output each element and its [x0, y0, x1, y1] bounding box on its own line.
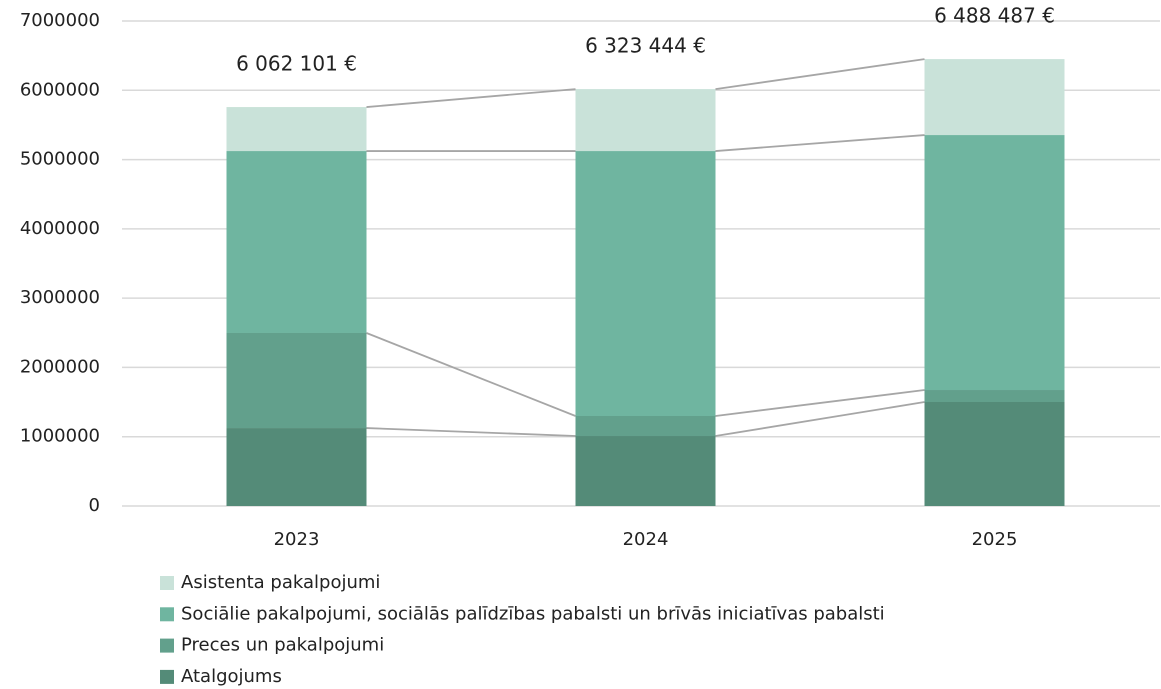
connector: [366, 332, 576, 417]
bar-segment: [575, 415, 716, 437]
bar-segment: [226, 428, 367, 506]
y-tick-label: 3000000: [20, 287, 100, 308]
bar-segment: [575, 89, 716, 152]
legend-label: Sociālie pakalpojumi, sociālās palīdzība…: [181, 603, 885, 624]
y-tick-label: 2000000: [20, 356, 100, 377]
bar-segment: [575, 151, 716, 416]
legend-swatch: [160, 669, 174, 684]
connector: [366, 88, 576, 108]
y-tick-label: 1000000: [20, 426, 100, 447]
bar-segment: [226, 332, 367, 429]
y-tick-label: 5000000: [20, 149, 100, 170]
total-label: 6 323 444 €: [585, 34, 706, 58]
y-tick-label: 7000000: [20, 10, 100, 31]
bar-segment: [226, 151, 367, 333]
x-tick-label: 2025: [972, 529, 1018, 550]
x-tick-label: 2023: [274, 529, 320, 550]
legend-swatch: [160, 638, 174, 653]
connector: [715, 389, 925, 417]
bar-segment: [924, 402, 1065, 506]
bar-segment: [226, 107, 367, 152]
y-tick-label: 6000000: [20, 79, 100, 100]
bar-segment: [575, 436, 716, 506]
total-label: 6 062 101 €: [236, 52, 357, 76]
y-tick-label: 4000000: [20, 218, 100, 239]
y-tick-label: 0: [89, 495, 100, 516]
legend-swatch: [160, 607, 174, 622]
connector: [715, 58, 925, 90]
legend-label: Asistenta pakalpojumi: [181, 572, 380, 593]
total-label: 6 488 487 €: [934, 4, 1055, 28]
legend-label: Preces un pakalpojumi: [181, 635, 384, 656]
connector: [715, 401, 925, 437]
bar-segment: [924, 59, 1065, 136]
legend-swatch: [160, 576, 174, 590]
x-tick-label: 2024: [623, 529, 669, 550]
legend-label: Atalgojums: [181, 666, 282, 687]
connector: [366, 427, 576, 437]
bar-segment: [924, 390, 1065, 403]
connector: [715, 134, 925, 152]
bar-segment: [924, 135, 1065, 391]
